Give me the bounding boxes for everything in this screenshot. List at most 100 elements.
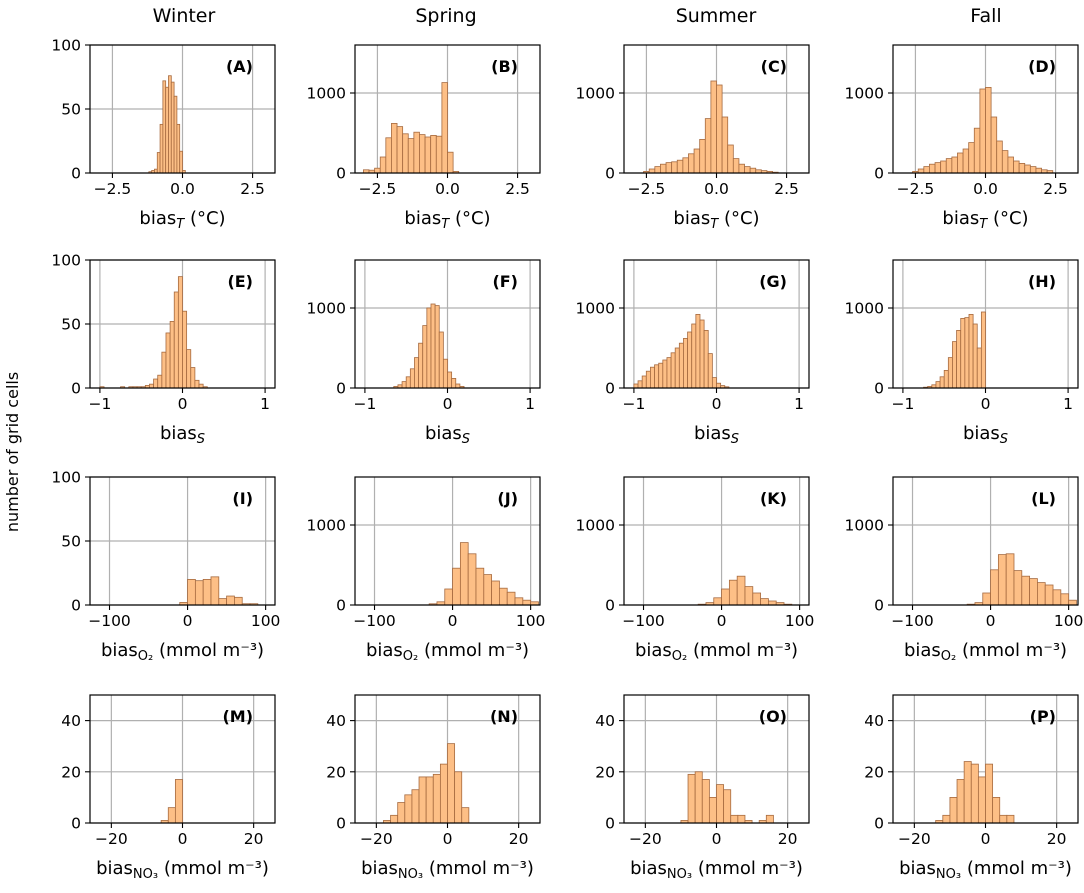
panel-label: (P) — [1030, 707, 1056, 726]
y-tick-label: 1000 — [307, 517, 346, 535]
histogram-bar — [952, 341, 957, 389]
histogram-bar — [432, 773, 441, 824]
histogram-bar — [1024, 164, 1031, 174]
x-tick-label: −2.5 — [897, 180, 935, 198]
panel-o: −20 0 20 0 20 40 (O) biasNO₃ (mmol m⁻³) — [595, 694, 810, 882]
panel-e: −1 0 1 0 50 100 (E) biasS — [51, 252, 276, 447]
x-tick-label: −1 — [88, 395, 111, 413]
histogram-bar — [514, 597, 524, 606]
histogram-bar — [447, 371, 453, 389]
histogram-bar — [744, 166, 751, 174]
x-axis-label: biasNO₃ (mmol m⁻³) — [630, 858, 803, 882]
histogram-bar — [713, 597, 722, 606]
histogram-bar — [703, 329, 709, 389]
histogram-bar — [935, 381, 941, 389]
histogram-bar — [174, 779, 183, 824]
x-tick-label: −100 — [622, 612, 665, 630]
x-tick-label: 0 — [981, 395, 991, 413]
histogram-bar — [654, 364, 660, 389]
x-tick-label: −1 — [353, 395, 376, 413]
histogram-bar — [977, 776, 986, 824]
histogram-bar — [730, 814, 739, 824]
histogram-bar — [687, 773, 696, 824]
axes-frame — [892, 476, 1079, 606]
x-tick-label: 2.5 — [774, 180, 799, 198]
panel-label: (K) — [760, 489, 787, 508]
x-tick-label: −1 — [622, 395, 645, 413]
histogram-bar — [666, 357, 672, 389]
histogram-bar — [418, 776, 427, 824]
histogram-bar — [943, 369, 949, 389]
histogram-bar — [1035, 167, 1042, 174]
histogram-bar — [732, 158, 740, 174]
histogram-bar — [693, 148, 701, 174]
histogram-bar — [968, 313, 974, 389]
histogram-bar — [1005, 553, 1015, 606]
y-tick-label: 0 — [874, 380, 884, 398]
histogram-bar — [444, 588, 453, 606]
histogram-bar — [682, 157, 689, 174]
histogram-bar — [156, 152, 161, 174]
histogram-bar — [708, 797, 717, 824]
x-tick-label: 0 — [986, 612, 996, 630]
histogram-bar — [401, 381, 407, 389]
histogram-bar — [990, 116, 998, 174]
histogram-bar — [744, 586, 754, 606]
y-tick-label: 1000 — [845, 300, 884, 318]
panel-label: (C) — [761, 57, 787, 76]
histogram-bar — [455, 383, 461, 389]
histogram-bar — [404, 794, 413, 824]
y-tick-label: 20 — [326, 763, 346, 781]
histogram-bar — [374, 167, 381, 174]
histogram-bar — [391, 123, 398, 174]
histogram-bar — [1006, 814, 1015, 824]
x-tick-label: −20 — [629, 830, 662, 848]
histogram-bar — [716, 84, 723, 174]
x-tick-label: −2.5 — [359, 180, 397, 198]
histogram-bar — [475, 567, 485, 606]
x-axis-label: biasS — [160, 423, 205, 447]
x-axis-label: biasT (°C) — [404, 208, 490, 232]
histogram-bar — [683, 337, 688, 389]
y-tick-label: 0 — [336, 597, 346, 615]
histogram-bar — [1029, 166, 1037, 174]
x-tick-label: 0.0 — [170, 180, 195, 198]
y-tick-label: 40 — [326, 712, 346, 730]
panel-label: (H) — [1028, 272, 1056, 291]
histogram-bar — [650, 366, 655, 389]
panel-m: −20 0 20 0 20 40 (M) biasNO₃ (mmol m⁻³) — [61, 694, 276, 882]
x-tick-label: −2.5 — [94, 180, 132, 198]
histogram-bar — [165, 332, 171, 389]
histogram-bar — [676, 159, 684, 174]
histogram-bar — [162, 80, 167, 174]
histogram-bar — [637, 380, 643, 389]
y-tick-label: 1000 — [576, 517, 615, 535]
x-axis-label: biasO₂ (mmol m⁻³) — [366, 640, 529, 664]
y-tick-label: 0 — [605, 597, 615, 615]
histogram-bar — [226, 595, 235, 606]
panel-n: −20 0 20 0 20 40 (N) biasNO₃ (mmol m⁻³) — [326, 694, 541, 882]
histogram-bar — [210, 576, 220, 606]
histogram-bar — [721, 116, 729, 174]
histogram-bar — [957, 152, 964, 174]
x-tick-label: 2.5 — [240, 180, 265, 198]
histogram-bar — [483, 574, 493, 606]
histogram-bar — [1018, 162, 1026, 174]
histogram-bar — [728, 579, 738, 606]
col-title-spring: Spring — [415, 5, 476, 27]
histogram-bar — [173, 95, 178, 174]
histogram-bar — [963, 761, 972, 824]
histogram-bar — [169, 321, 175, 389]
histogram-bar — [738, 163, 745, 174]
x-tick-label: 100 — [251, 612, 281, 630]
panel-label: (B) — [491, 57, 518, 76]
col-title-summer: Summer — [676, 5, 757, 27]
histogram-bar — [442, 358, 448, 389]
histogram-bar — [942, 814, 951, 824]
histogram-bar — [992, 797, 1001, 824]
histogram-bar — [234, 596, 243, 606]
panel-i: −100 0 100 0 50 100 (I) biasO₂ (mmol m⁻³) — [51, 469, 280, 665]
